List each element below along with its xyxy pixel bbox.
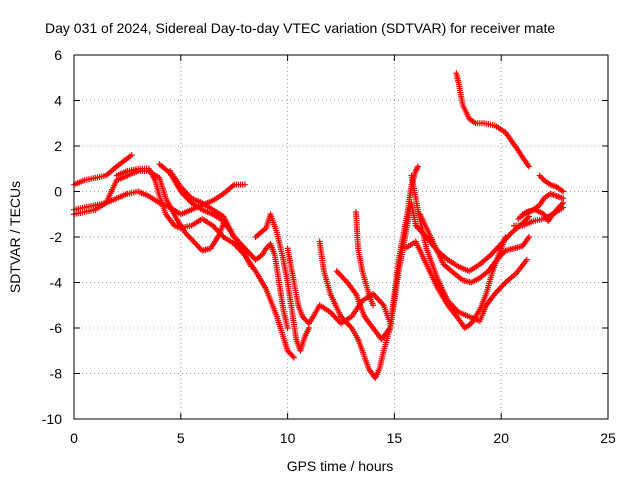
y-tick-label: -8 — [50, 366, 63, 382]
data-point — [560, 195, 567, 202]
data-point — [370, 302, 377, 309]
x-tick-label: 5 — [177, 430, 185, 446]
data-point — [291, 354, 298, 361]
x-tick-labels: 0 5 10 15 20 25 — [70, 430, 616, 446]
data-point — [524, 214, 531, 221]
x-axis-label: GPS time / hours — [287, 458, 394, 474]
x-tick-label: 10 — [280, 430, 296, 446]
y-tick-label: 4 — [54, 93, 62, 109]
series-2 — [71, 181, 248, 218]
data-point — [560, 188, 567, 195]
y-tick-label: 6 — [54, 47, 62, 63]
data-point — [284, 325, 291, 331]
series-13 — [408, 172, 530, 325]
series-6 — [167, 168, 255, 270]
series-11 — [352, 208, 377, 309]
series-18 — [511, 204, 567, 229]
y-tick-label: -2 — [50, 229, 63, 245]
data-point — [241, 181, 248, 188]
data-point — [414, 163, 421, 170]
x-tick-label: 20 — [493, 430, 509, 446]
y-tick-labels: -10 -8 -6 -4 -2 0 2 4 6 — [42, 47, 62, 427]
data-point — [289, 353, 296, 360]
y-tick-label: -10 — [42, 411, 62, 427]
series-19 — [536, 172, 567, 195]
chart-title: Day 031 of 2024, Sidereal Day-to-day VTE… — [45, 20, 555, 36]
series-7 — [252, 211, 312, 354]
data-point — [560, 204, 567, 211]
data-point — [523, 256, 530, 263]
data-point — [248, 263, 255, 270]
x-tick-label: 0 — [70, 430, 78, 446]
axis-ticks — [73, 54, 609, 420]
series-14 — [417, 211, 532, 286]
y-tick-label: -4 — [50, 275, 63, 291]
y-tick-label: 0 — [54, 184, 62, 200]
x-tick-label: 25 — [600, 430, 616, 446]
x-tick-label: 15 — [387, 430, 403, 446]
data-point — [502, 234, 509, 240]
series-17 — [519, 190, 567, 218]
grid — [74, 55, 608, 419]
series-5 — [156, 161, 291, 331]
series-15 — [453, 70, 532, 170]
data-point — [525, 163, 532, 170]
y-tick-label: 2 — [54, 138, 62, 154]
data-marks — [71, 70, 567, 382]
data-point — [525, 213, 532, 220]
y-axis-label: SDTVAR / TECUs — [7, 181, 23, 293]
data-point — [128, 152, 135, 159]
data-point — [525, 234, 532, 240]
y-tick-label: -6 — [50, 320, 63, 336]
